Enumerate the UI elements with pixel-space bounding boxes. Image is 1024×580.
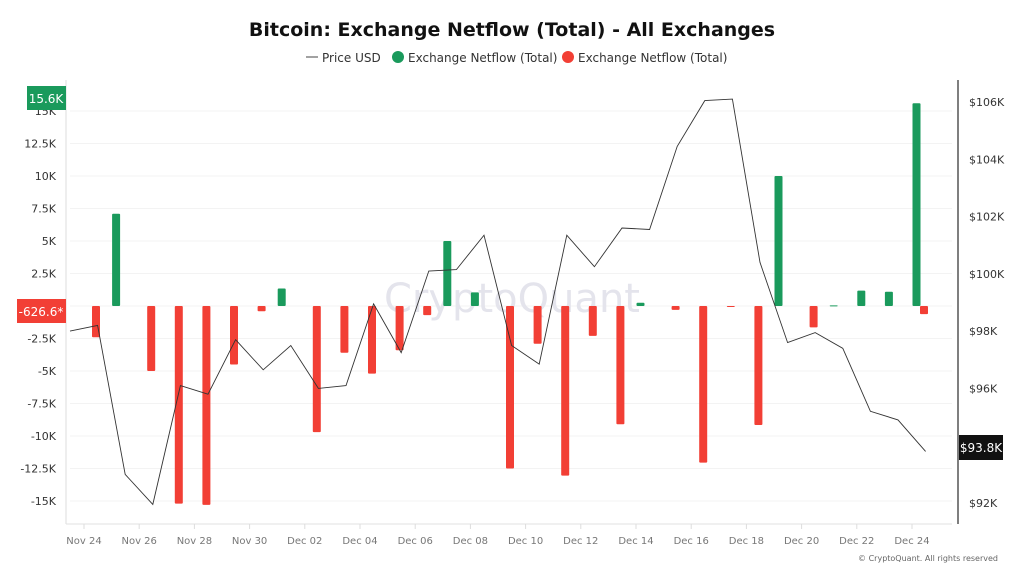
copyright: © CryptoQuant. All rights reserved xyxy=(858,554,998,563)
x-tick-label: Dec 12 xyxy=(563,536,598,547)
y-left-tick-label: 2.5K xyxy=(31,268,56,281)
x-tick-label: Nov 26 xyxy=(121,536,156,547)
x-tick-label: Dec 20 xyxy=(784,536,819,547)
y-left-tick-label: -5K xyxy=(38,365,57,378)
x-tick-label: Nov 24 xyxy=(66,536,101,547)
outflow-bar xyxy=(202,306,211,505)
x-tick-label: Dec 24 xyxy=(894,536,929,547)
x-tick-label: Dec 06 xyxy=(398,536,433,547)
outflow-bar xyxy=(506,306,514,469)
y-left-tick-label: -10K xyxy=(31,430,57,443)
outflow-bar xyxy=(754,306,763,425)
y-right-tick-label: $96K xyxy=(969,382,998,395)
outflow-bar xyxy=(533,306,542,344)
x-tick-label: Dec 02 xyxy=(287,536,322,547)
svg-text:$93.8K: $93.8K xyxy=(960,441,1003,455)
outflow-bar xyxy=(312,306,321,433)
inflow-bar xyxy=(857,290,866,306)
outflow-bar xyxy=(174,306,183,504)
y-left-tick-label: 5K xyxy=(42,235,57,248)
inflow-bar xyxy=(829,305,838,307)
outflow-bar xyxy=(257,306,266,312)
outflow-bar xyxy=(230,306,238,365)
price-line xyxy=(69,98,926,506)
inflow-bar xyxy=(443,241,452,306)
outflow-bar xyxy=(340,306,349,353)
outflow-bar xyxy=(147,306,156,371)
y-right-tick-label: $106K xyxy=(969,96,1005,109)
y-left-tick-label: -7.5K xyxy=(27,398,56,411)
last-price-badge: $93.8K xyxy=(959,435,1003,460)
legend: Price USD Exchange Netflow (Total) Excha… xyxy=(306,51,727,65)
y-left-tick-label: -15K xyxy=(31,495,57,508)
outflow-bar xyxy=(561,306,570,476)
chart-title: Bitcoin: Exchange Netflow (Total) - All … xyxy=(249,19,775,41)
legend-outflow-label[interactable]: Exchange Netflow (Total) xyxy=(578,51,727,65)
x-tick-label: Dec 08 xyxy=(453,536,488,547)
y-left-tick-label: 10K xyxy=(35,170,57,183)
x-tick-label: Dec 18 xyxy=(729,536,764,547)
inflow-bar xyxy=(277,288,286,306)
legend-red-dot-icon xyxy=(562,51,574,63)
x-tick-label: Dec 10 xyxy=(508,536,543,547)
outflow-bar xyxy=(423,306,432,316)
y-left-tick-label: 7.5K xyxy=(31,203,56,216)
x-tick-label: Nov 30 xyxy=(232,536,267,547)
x-tick-label: Nov 28 xyxy=(177,536,212,547)
outflow-bar xyxy=(588,306,597,336)
outflow-bar xyxy=(671,306,680,310)
y-right-tick-label: $100K xyxy=(969,268,1005,281)
outflow-bar xyxy=(699,306,708,463)
svg-text:-626.6*: -626.6* xyxy=(19,305,64,319)
outflow-bar xyxy=(368,306,376,374)
x-tick-label: Dec 16 xyxy=(674,536,709,547)
inflow-bar xyxy=(112,213,121,306)
y-left-tick-label: -12.5K xyxy=(20,463,56,476)
legend-price-label[interactable]: Price USD xyxy=(322,51,381,65)
x-tick-label: Dec 04 xyxy=(342,536,377,547)
outflow-bar xyxy=(726,306,735,307)
max-netflow-badge: 15.6K xyxy=(27,86,66,110)
inflow-bar xyxy=(884,291,893,306)
outflow-bar xyxy=(809,306,818,328)
inflow-bar xyxy=(470,292,479,306)
y-right-tick-label: $98K xyxy=(969,325,998,338)
legend-green-dot-icon xyxy=(392,51,404,63)
svg-text:15.6K: 15.6K xyxy=(29,92,65,106)
y-right-tick-label: $92K xyxy=(969,497,998,510)
outflow-bar xyxy=(920,306,928,315)
x-tick-label: Dec 22 xyxy=(839,536,874,547)
outflow-bar xyxy=(395,306,404,351)
outflow-bar xyxy=(616,306,625,425)
x-tick-label: Dec 14 xyxy=(618,536,653,547)
inflow-bar xyxy=(912,103,921,306)
y-left-tick-label: -2.5K xyxy=(27,333,56,346)
y-right-tick-label: $104K xyxy=(969,153,1005,166)
inflow-bar xyxy=(774,176,783,306)
y-right-tick-label: $102K xyxy=(969,211,1005,224)
last-netflow-badge: -626.6* xyxy=(17,299,66,323)
legend-inflow-label[interactable]: Exchange Netflow (Total) xyxy=(408,51,557,65)
inflow-bar xyxy=(636,302,645,306)
y-left-tick-label: 12.5K xyxy=(24,138,56,151)
